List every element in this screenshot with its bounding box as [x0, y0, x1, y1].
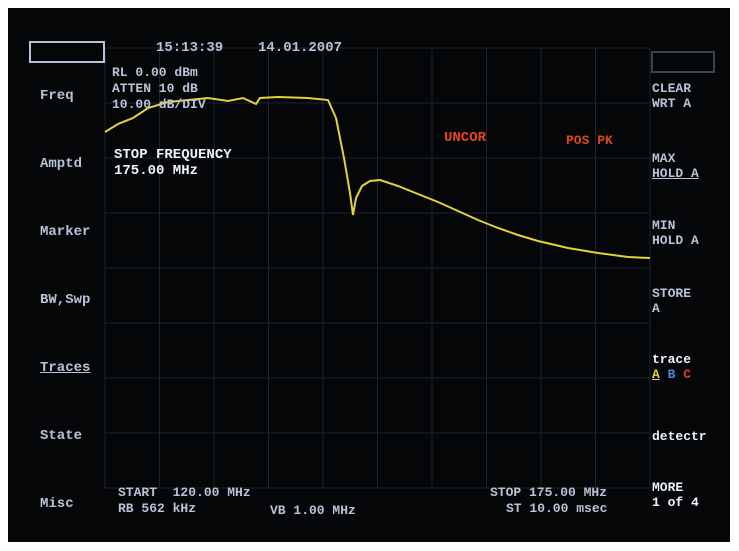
sweep-time: ST 10.00 msec: [506, 502, 607, 516]
vbw: VB 1.00 MHz: [270, 504, 356, 518]
start-freq: START 120.00 MHz: [118, 486, 251, 500]
menu-key[interactable]: State: [40, 428, 82, 444]
softkey-line: trace: [652, 352, 691, 367]
ref-level: RL 0.00 dBm: [112, 66, 198, 80]
softkey-line: HOLD A: [652, 166, 699, 181]
analyzer-screen: 15:13:39 14.01.2007 RL 0.00 dBm ATTEN 10…: [8, 8, 730, 542]
menu-key[interactable]: Marker: [40, 224, 90, 240]
menu-key[interactable]: Misc: [40, 496, 74, 512]
softkey-line: STORE: [652, 286, 691, 301]
active-function-label: STOP FREQUENCY: [114, 148, 232, 162]
menu-key[interactable]: Amptd: [40, 156, 82, 172]
time: 15:13:39: [156, 41, 223, 55]
stop-freq: STOP 175.00 MHz: [490, 486, 607, 500]
softkey-line: WRT A: [652, 96, 691, 111]
softkey-box: [30, 42, 104, 62]
softkey[interactable]: trace A B C: [652, 352, 691, 382]
scale: 10.00 dB/DIV: [112, 98, 206, 112]
attenuation: ATTEN 10 dB: [112, 82, 198, 96]
detector-indicator: POS PK: [566, 134, 613, 148]
softkey[interactable]: detectr: [652, 429, 707, 444]
softkey-line: MORE: [652, 480, 699, 495]
softkey-line: A: [652, 301, 691, 316]
trace-option: C: [683, 367, 691, 382]
menu-key[interactable]: BW,Swp: [40, 292, 90, 308]
softkey-line: MAX: [652, 151, 699, 166]
rbw: RB 562 kHz: [118, 502, 196, 516]
menu-key[interactable]: Traces: [40, 360, 90, 376]
active-function-value: 175.00 MHz: [114, 164, 198, 178]
trace-option: A: [652, 367, 660, 382]
trace-option: B: [668, 367, 676, 382]
softkey-line: MIN: [652, 218, 699, 233]
date: 14.01.2007: [258, 41, 342, 55]
softkey-line: 1 of 4: [652, 495, 699, 510]
softkey-line: HOLD A: [652, 233, 699, 248]
softkey-box: [652, 52, 714, 72]
menu-key[interactable]: Freq: [40, 88, 74, 104]
softkey-line: CLEAR: [652, 81, 691, 96]
uncor-indicator: UNCOR: [444, 131, 486, 145]
